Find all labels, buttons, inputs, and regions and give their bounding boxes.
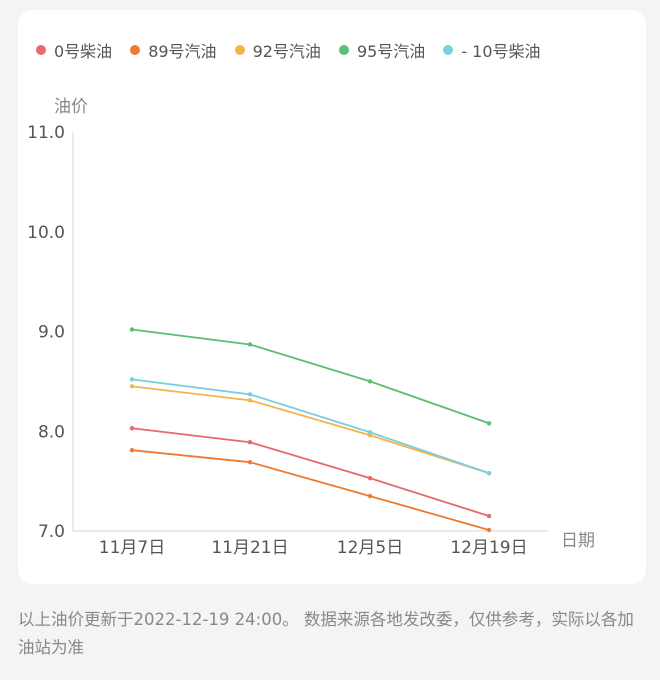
data-point bbox=[486, 470, 492, 476]
y-tick-label: 9.0 bbox=[38, 323, 65, 343]
legend-label: 92号汽油 bbox=[252, 42, 321, 61]
data-point bbox=[367, 493, 373, 499]
y-tick-label: 11.0 bbox=[27, 123, 65, 143]
data-point bbox=[129, 327, 135, 332]
legend-item-0[interactable]: 0号柴油 bbox=[36, 38, 112, 62]
line-chart: 11.0 10.0 9.0 8.0 7.0 油价 11月7日 11月21日 12月5日 12月19… bbox=[27, 97, 595, 558]
data-point bbox=[247, 459, 253, 465]
data-point bbox=[247, 440, 253, 445]
data-point bbox=[129, 426, 135, 431]
x-tick-label: 12月19日 bbox=[450, 538, 527, 558]
series-line bbox=[131, 427, 490, 517]
x-tick-label: 11月21日 bbox=[211, 538, 288, 558]
data-point bbox=[247, 342, 253, 347]
legend-label: 95号汽油 bbox=[356, 42, 426, 61]
legend-marker bbox=[36, 45, 46, 55]
legend-marker bbox=[130, 45, 141, 55]
y-tick-label: 7.0 bbox=[38, 522, 65, 542]
y-tick-label: 10.0 bbox=[27, 223, 65, 243]
series-line bbox=[131, 378, 490, 474]
data-point bbox=[486, 421, 492, 426]
data-point bbox=[486, 527, 492, 533]
data-point bbox=[486, 513, 492, 519]
series-line bbox=[131, 328, 490, 425]
data-point bbox=[129, 384, 135, 389]
series-line bbox=[131, 385, 490, 475]
legend-item-2[interactable]: 92号汽油 bbox=[234, 38, 321, 62]
legend-marker bbox=[234, 45, 245, 55]
legend-item-3[interactable]: 95号汽油 bbox=[338, 38, 426, 62]
legend-label: - 10号柴油 bbox=[461, 42, 541, 61]
legend-item-4[interactable]: - 10号柴油 bbox=[443, 38, 541, 62]
legend-label: 0号柴油 bbox=[54, 42, 113, 61]
series-line bbox=[131, 449, 490, 531]
legend-marker bbox=[443, 45, 454, 55]
data-point bbox=[367, 379, 373, 384]
data-point bbox=[129, 448, 135, 453]
legend-label: 89号汽油 bbox=[148, 42, 217, 61]
chart-card: 0号柴油 89号汽油 92号汽油 95号汽油 - 10号柴油 bbox=[18, 10, 646, 584]
y-tick-label: 8.0 bbox=[38, 422, 65, 442]
legend-item-1[interactable]: 89号汽油 bbox=[130, 38, 217, 62]
x-tick-label: 11月7日 bbox=[99, 538, 165, 558]
data-point bbox=[247, 398, 253, 403]
x-axis-label: 日期 bbox=[561, 531, 595, 551]
data-point bbox=[129, 377, 135, 382]
x-tick-label: 12月5日 bbox=[337, 538, 403, 558]
legend-marker bbox=[338, 45, 349, 55]
data-point bbox=[247, 392, 253, 397]
update-note: 以上油价更新于2022-12-19 24:00。 数据来源各地发改委，仅供参考，… bbox=[18, 610, 634, 657]
data-point bbox=[367, 430, 373, 435]
data-point bbox=[367, 475, 373, 481]
chart-legend: 0号柴油 89号汽油 92号汽油 95号汽油 - 10号柴油 bbox=[36, 38, 541, 62]
y-axis-label: 油价 bbox=[54, 97, 88, 117]
